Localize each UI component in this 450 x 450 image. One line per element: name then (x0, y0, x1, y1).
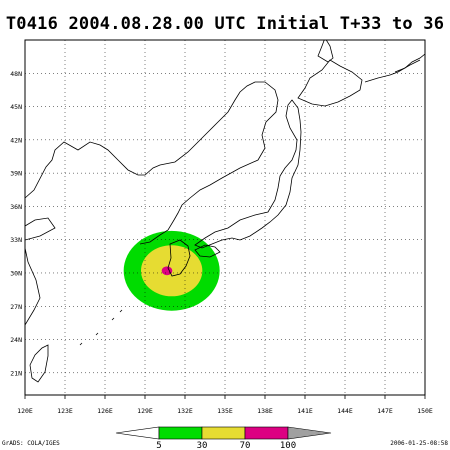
lat-tick-label: 42N (10, 136, 22, 144)
lat-tick-label: 39N (10, 170, 22, 178)
legend-swatch (244, 426, 289, 440)
lat-tick-label: 48N (10, 70, 22, 78)
coastline-ryukyu (79, 309, 123, 346)
lat-tick-label: 24N (10, 336, 22, 344)
coastline-sakhalin (317, 40, 334, 63)
lon-tick-label: 135E (217, 407, 233, 415)
lon-tick-label: 132E (177, 407, 193, 415)
lon-tick-label: 144E (337, 407, 353, 415)
coastline-taiwan (29, 344, 49, 383)
probability-shading (123, 230, 220, 311)
lon-tick-label: 150E (417, 407, 433, 415)
coastline-kurils (364, 59, 421, 83)
lat-tick-label: 30N (10, 269, 22, 277)
footer-grads-credit: GrADS: COLA/IGES (2, 440, 60, 447)
lat-tick-label: 27N (10, 303, 22, 311)
coastlines (25, 40, 425, 383)
coastline-hokkaido (297, 59, 363, 107)
lat-tick-label: 21N (10, 369, 22, 377)
lat-tick-label: 45N (10, 103, 22, 111)
coastline-kamchatka (394, 53, 425, 73)
colorbar-legend: 5 30 70 100 (115, 426, 332, 450)
legend-label: 70 (240, 441, 251, 450)
legend-underflow-triangle (115, 426, 160, 440)
lon-tick-label: 147E (377, 407, 393, 415)
legend-label: 100 (280, 441, 296, 450)
lat-tick-label: 33N (10, 236, 22, 244)
lon-tick-label: 126E (97, 407, 113, 415)
footer-timestamp: 2006-01-25-08:58 (390, 440, 448, 447)
coastline-kyushu (167, 239, 191, 277)
legend-swatch (158, 426, 203, 440)
graticule (25, 40, 425, 395)
map-frame (24, 39, 426, 396)
latitude-tick-labels: 21N 24N 27N 30N 33N 36N 39N 42N 45N 48N (10, 70, 22, 378)
longitude-tick-labels: 120E 123E 126E 129E 132E 135E 138E 141E 144E 147E… (17, 395, 433, 415)
lon-tick-label: 120E (17, 407, 33, 415)
coastline-shandong (25, 217, 56, 241)
lon-tick-label: 123E (57, 407, 73, 415)
legend-label: 30 (197, 441, 208, 450)
coastline-honshu (194, 99, 302, 249)
coastline-korea-china (25, 81, 279, 245)
lon-tick-label: 129E (137, 407, 153, 415)
legend-label: 5 (156, 441, 161, 450)
lat-tick-label: 36N (10, 203, 22, 211)
map-title: T0416 2004.08.28.00 UTC Initial T+33 to … (5, 14, 445, 34)
lon-tick-label: 141E (297, 407, 313, 415)
legend-swatch (201, 426, 246, 440)
coastline-shikoku (194, 244, 221, 258)
lon-tick-label: 138E (257, 407, 273, 415)
legend-overflow-triangle (287, 426, 332, 440)
coastline-china-south (25, 247, 41, 326)
